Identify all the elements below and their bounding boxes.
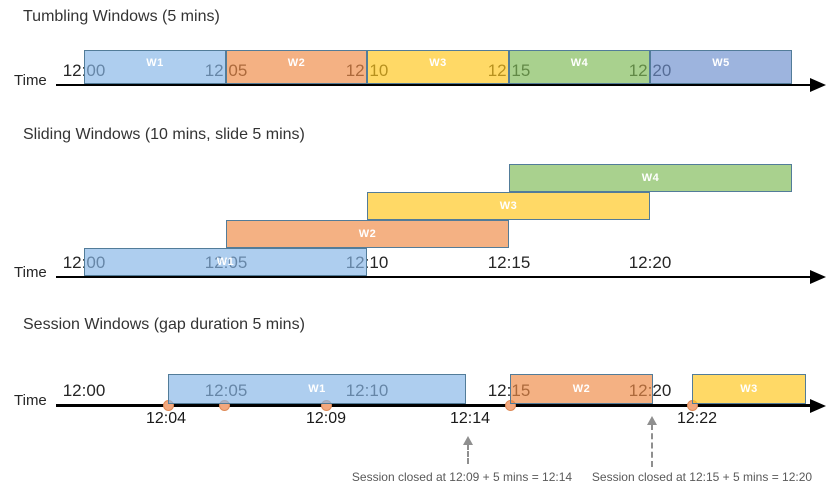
session-close-arrow-icon xyxy=(647,416,657,425)
session-time-axis xyxy=(56,404,810,407)
sliding-section-title: Sliding Windows (10 mins, slide 5 mins) xyxy=(23,126,305,143)
sliding-window-rect: W2 xyxy=(226,220,509,248)
event-time-label: 12:22 xyxy=(676,410,718,427)
session-window-rect: W1 xyxy=(168,374,466,404)
tumbling-window-rect: W5 xyxy=(650,50,792,84)
tumbling-time-axis-label: Time xyxy=(14,72,47,89)
tumbling-window-label: W2 xyxy=(287,57,306,69)
session-axis-arrowhead-icon xyxy=(810,398,826,413)
tumbling-window-rect: W1 xyxy=(84,50,226,84)
session-window-label: W3 xyxy=(740,383,758,395)
session-close-arrow-line xyxy=(467,444,469,464)
sliding-window-label: W2 xyxy=(358,228,377,240)
sliding-window-label: W3 xyxy=(499,200,518,212)
session-closed-annotation: Session closed at 12:09 + 5 mins = 12:14 xyxy=(351,470,573,484)
session-section-title: Session Windows (gap duration 5 mins) xyxy=(23,316,305,333)
session-close-arrow-line xyxy=(651,424,653,467)
session-closed-annotation: Session closed at 12:15 + 5 mins = 12:20 xyxy=(591,470,813,484)
session-window-label: W2 xyxy=(572,383,591,395)
tumbling-window-label: W4 xyxy=(570,57,589,69)
sliding-tick-label: 12:15 xyxy=(487,253,531,272)
sliding-time-axis xyxy=(56,276,810,278)
tumbling-window-rect: W2 xyxy=(226,50,367,84)
sliding-time-axis-label: Time xyxy=(14,264,47,281)
tumbling-window-label: W5 xyxy=(712,57,730,69)
sliding-tick-label: 12:20 xyxy=(628,253,672,272)
event-time-label: 12:09 xyxy=(305,410,347,427)
session-window-label: W1 xyxy=(308,383,326,395)
tumbling-section-title: Tumbling Windows (5 mins) xyxy=(23,8,220,25)
tumbling-axis-arrowhead-icon xyxy=(810,78,826,92)
session-close-arrow-icon xyxy=(463,436,473,445)
tumbling-window-rect: W4 xyxy=(509,50,650,84)
sliding-axis-arrowhead-icon xyxy=(810,270,826,284)
sliding-window-rect: W4 xyxy=(509,164,792,192)
event-time-label: 12:14 xyxy=(449,410,491,427)
tumbling-window-label: W1 xyxy=(146,57,164,69)
session-window-rect: W3 xyxy=(692,374,806,404)
sliding-window-label: W4 xyxy=(641,172,660,184)
sliding-window-rect: W1 xyxy=(84,248,367,276)
tumbling-time-axis xyxy=(56,84,810,86)
tumbling-window-label: W3 xyxy=(429,57,447,69)
session-tick-label: 12:00 xyxy=(62,381,106,400)
sliding-window-label: W1 xyxy=(216,256,235,268)
tumbling-window-rect: W3 xyxy=(367,50,509,84)
session-time-axis-label: Time xyxy=(14,392,47,409)
event-time-label: 12:04 xyxy=(145,410,187,427)
sliding-window-rect: W3 xyxy=(367,192,650,220)
session-window-rect: W2 xyxy=(510,374,653,404)
